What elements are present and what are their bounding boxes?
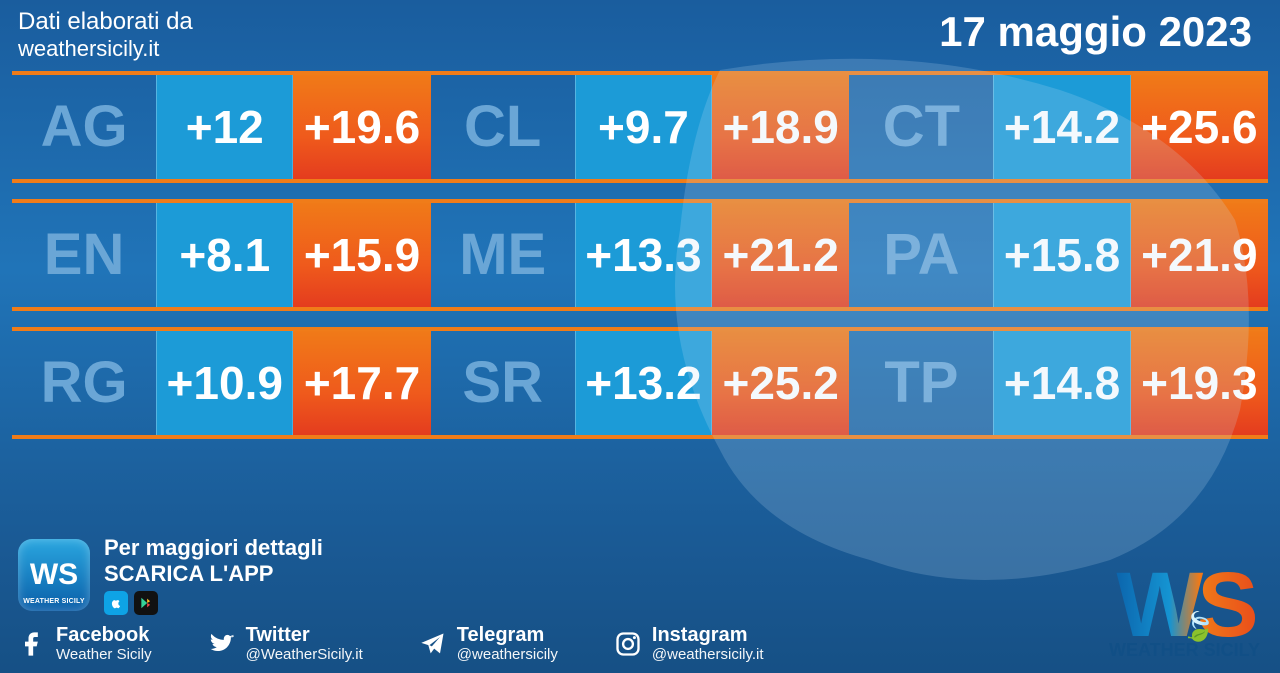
province-tmin: +13.2 bbox=[575, 331, 712, 435]
province-code: PA bbox=[849, 203, 993, 307]
province-tmax: +17.7 bbox=[293, 331, 430, 435]
leaf-icon: 🍃 bbox=[1181, 610, 1216, 643]
footer: WS WEATHER SICILY Per maggiori dettagli … bbox=[0, 525, 1280, 673]
province-tmax: +19.3 bbox=[1131, 331, 1268, 435]
province-tmax: +21.9 bbox=[1131, 203, 1268, 307]
province-code: ME bbox=[431, 203, 575, 307]
grid-row: RG +10.9 +17.7 SR +13.2 +25.2 TP +14.8 +… bbox=[12, 327, 1268, 439]
province-cell: PA +15.8 +21.9 bbox=[849, 203, 1268, 307]
province-cell: TP +14.8 +19.3 bbox=[849, 331, 1268, 435]
province-code: AG bbox=[12, 75, 156, 179]
social-telegram[interactable]: Telegram @weathersicily bbox=[419, 625, 558, 663]
province-tmin: +14.8 bbox=[993, 331, 1130, 435]
app-line1: Per maggiori dettagli bbox=[104, 535, 323, 561]
province-cell: ME +13.3 +21.2 bbox=[431, 203, 850, 307]
facebook-icon bbox=[18, 630, 46, 658]
province-tmin: +10.9 bbox=[156, 331, 293, 435]
source-line2: weathersicily.it bbox=[18, 36, 193, 61]
telegram-name: Telegram bbox=[457, 625, 558, 646]
twitter-handle: @WeatherSicily.it bbox=[246, 646, 363, 663]
source-line1: Dati elaborati da bbox=[18, 8, 193, 36]
social-instagram[interactable]: Instagram @weathersicily.it bbox=[614, 625, 764, 663]
province-tmax: +15.9 bbox=[293, 203, 430, 307]
app-line2: SCARICA L'APP bbox=[104, 561, 323, 587]
province-tmin: +9.7 bbox=[575, 75, 712, 179]
province-tmax: +19.6 bbox=[293, 75, 430, 179]
instagram-name: Instagram bbox=[652, 625, 764, 646]
province-cell: EN +8.1 +15.9 bbox=[12, 203, 431, 307]
grid-row: AG +12 +19.6 CL +9.7 +18.9 CT +14.2 +25.… bbox=[12, 71, 1268, 183]
social-row: Facebook Weather Sicily Twitter @Weather… bbox=[18, 625, 1262, 663]
province-tmax: +21.2 bbox=[712, 203, 849, 307]
header-date: 17 maggio 2023 bbox=[939, 8, 1252, 56]
app-promo: WS WEATHER SICILY Per maggiori dettagli … bbox=[18, 535, 1262, 615]
province-tmax: +18.9 bbox=[712, 75, 849, 179]
province-tmax: +25.2 bbox=[712, 331, 849, 435]
instagram-icon bbox=[614, 630, 642, 658]
grid-row: EN +8.1 +15.9 ME +13.3 +21.2 PA +15.8 +2… bbox=[12, 199, 1268, 311]
province-code: TP bbox=[849, 331, 993, 435]
province-code: SR bbox=[431, 331, 575, 435]
province-cell: CL +9.7 +18.9 bbox=[431, 75, 850, 179]
social-twitter[interactable]: Twitter @WeatherSicily.it bbox=[208, 625, 363, 663]
province-cell: RG +10.9 +17.7 bbox=[12, 331, 431, 435]
playstore-icon[interactable] bbox=[134, 591, 158, 615]
temperature-grid: AG +12 +19.6 CL +9.7 +18.9 CT +14.2 +25.… bbox=[0, 65, 1280, 439]
province-tmin: +13.3 bbox=[575, 203, 712, 307]
province-code: CT bbox=[849, 75, 993, 179]
province-cell: AG +12 +19.6 bbox=[12, 75, 431, 179]
twitter-name: Twitter bbox=[246, 625, 363, 646]
appstore-icon[interactable] bbox=[104, 591, 128, 615]
instagram-handle: @weathersicily.it bbox=[652, 646, 764, 663]
store-badges bbox=[104, 591, 323, 615]
province-tmin: +15.8 bbox=[993, 203, 1130, 307]
province-code: CL bbox=[431, 75, 575, 179]
province-tmin: +12 bbox=[156, 75, 293, 179]
app-icon: WS WEATHER SICILY bbox=[18, 539, 90, 611]
facebook-name: Facebook bbox=[56, 625, 152, 646]
header-source: Dati elaborati da weathersicily.it bbox=[18, 8, 193, 61]
facebook-handle: Weather Sicily bbox=[56, 646, 152, 663]
twitter-icon bbox=[208, 630, 236, 658]
telegram-icon bbox=[419, 630, 447, 658]
province-cell: SR +13.2 +25.2 bbox=[431, 331, 850, 435]
app-text: Per maggiori dettagli SCARICA L'APP bbox=[104, 535, 323, 615]
header: Dati elaborati da weathersicily.it 17 ma… bbox=[0, 0, 1280, 65]
province-cell: CT +14.2 +25.6 bbox=[849, 75, 1268, 179]
app-icon-sub: WEATHER SICILY bbox=[23, 598, 85, 605]
province-tmax: +25.6 bbox=[1131, 75, 1268, 179]
social-facebook[interactable]: Facebook Weather Sicily bbox=[18, 625, 152, 663]
brand-logo: WS 🍃 WEATHER SICILY bbox=[1109, 566, 1260, 661]
province-code: EN bbox=[12, 203, 156, 307]
app-icon-text: WS bbox=[30, 558, 78, 592]
province-tmin: +14.2 bbox=[993, 75, 1130, 179]
province-code: RG bbox=[12, 331, 156, 435]
telegram-handle: @weathersicily bbox=[457, 646, 558, 663]
province-tmin: +8.1 bbox=[156, 203, 293, 307]
